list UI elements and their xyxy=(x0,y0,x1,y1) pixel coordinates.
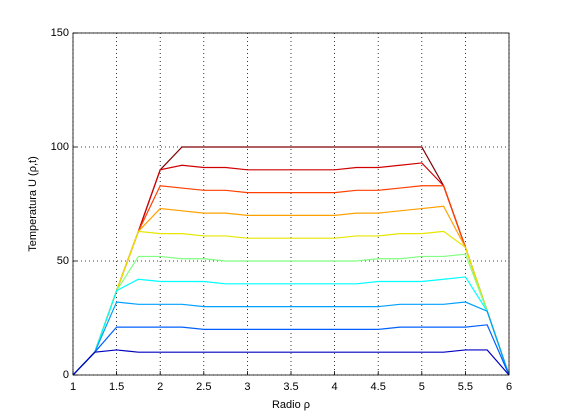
data-line xyxy=(72,205,510,376)
plot-frame xyxy=(72,32,510,376)
x-tick-label: 5.5 xyxy=(458,381,473,393)
y-tick-label: 50 xyxy=(57,255,69,267)
data-line xyxy=(72,324,510,376)
y-tick-label: 100 xyxy=(51,141,69,153)
x-tick-label: 3.5 xyxy=(283,381,298,393)
y-tick-label: 150 xyxy=(51,27,69,39)
x-tick-label: 5 xyxy=(419,381,425,393)
x-tick-label: 1.5 xyxy=(109,381,124,393)
x-tick-label: 6 xyxy=(506,381,512,393)
x-tick-label: 4.5 xyxy=(371,381,386,393)
x-tick-label: 2.5 xyxy=(196,381,211,393)
x-tick-label: 3 xyxy=(244,381,250,393)
data-line xyxy=(72,276,510,376)
data-line xyxy=(72,349,510,376)
x-tick-label: 4 xyxy=(332,381,338,393)
data-line xyxy=(72,301,510,376)
y-tick-label: 0 xyxy=(63,369,69,381)
y-axis-label: Temperatura U (ρ,t) xyxy=(27,156,39,252)
x-tick-label: 2 xyxy=(157,381,163,393)
x-tick-label: 1 xyxy=(70,381,76,393)
x-axis-label: Radio ρ xyxy=(272,399,310,411)
data-line xyxy=(72,185,510,376)
data-line xyxy=(72,253,510,376)
data-line xyxy=(72,162,510,376)
data-line xyxy=(72,230,510,376)
